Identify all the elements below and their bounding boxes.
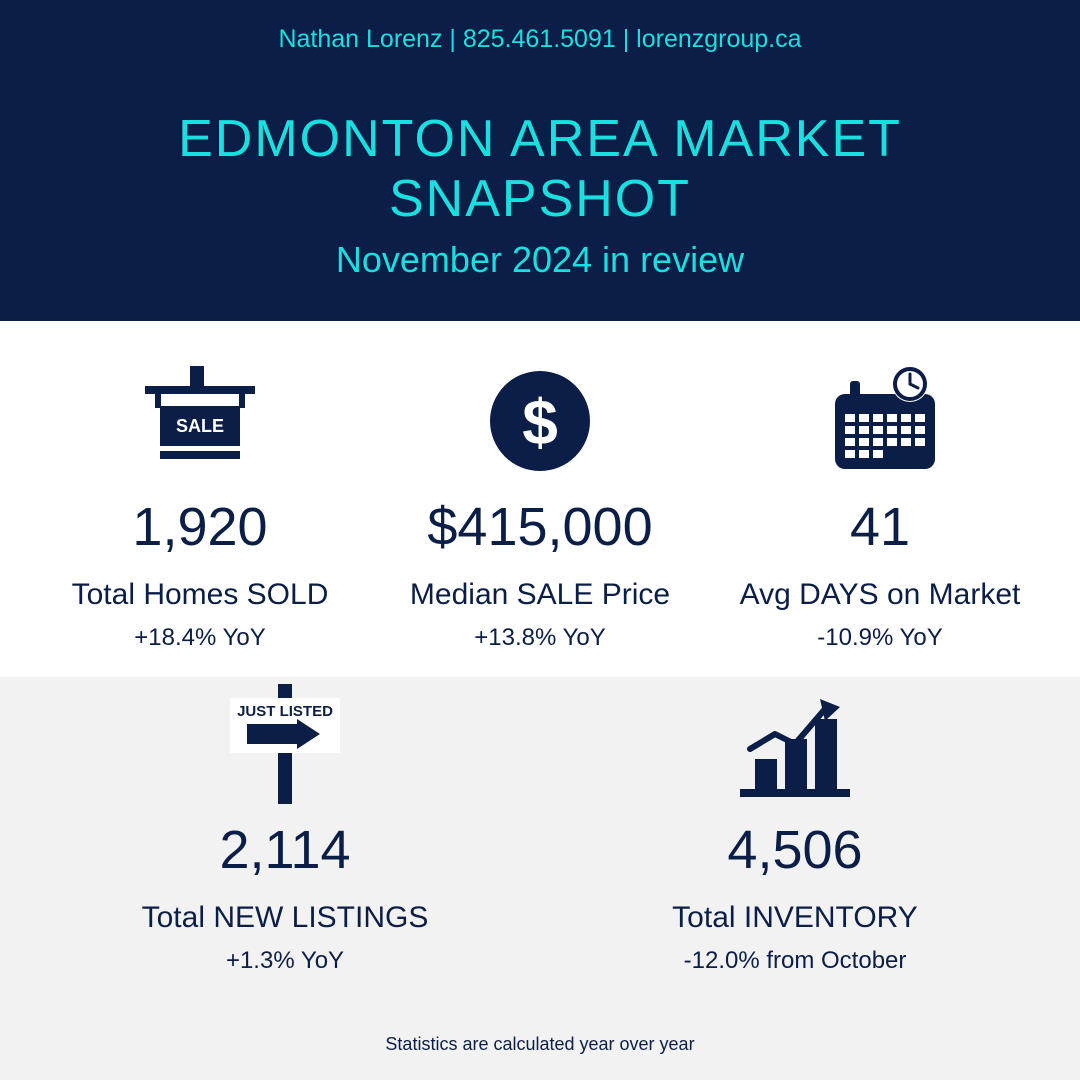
header: Nathan Lorenz | 825.461.5091 | lorenzgro… — [0, 0, 1080, 321]
stat-value: 1,920 — [30, 496, 370, 558]
stat-label: Total Homes SOLD — [30, 578, 370, 612]
calendar-clock-icon — [710, 366, 1050, 476]
top-stats-row: SALE 1,920 Total Homes SOLD +18.4% YoY $… — [0, 321, 1080, 677]
svg-text:SALE: SALE — [176, 416, 224, 436]
growth-chart-icon — [540, 689, 1050, 799]
stat-change: -10.9% YoY — [710, 624, 1050, 652]
stat-label: Avg DAYS on Market — [710, 578, 1050, 612]
page-title: EDMONTON AREA MARKET SNAPSHOT — [30, 109, 1050, 229]
page-subtitle: November 2024 in review — [30, 239, 1050, 281]
stat-value: 41 — [710, 496, 1050, 558]
stat-change: +18.4% YoY — [30, 624, 370, 652]
stat-homes-sold: SALE 1,920 Total Homes SOLD +18.4% YoY — [30, 366, 370, 652]
stat-inventory: 4,506 Total INVENTORY -12.0% from Octobe… — [540, 689, 1050, 975]
stat-label: Total INVENTORY — [540, 901, 1050, 935]
stat-change: +13.8% YoY — [370, 624, 710, 652]
dollar-icon: $ — [370, 366, 710, 476]
svg-text:$: $ — [522, 386, 558, 458]
stat-change: +1.3% YoY — [30, 947, 540, 975]
stat-value: 4,506 — [540, 819, 1050, 881]
bottom-stats-row: JUST LISTED 2,114 Total NEW LISTINGS +1.… — [0, 677, 1080, 1034]
stat-value: $415,000 — [370, 496, 710, 558]
infographic-page: Nathan Lorenz | 825.461.5091 | lorenzgro… — [0, 0, 1080, 1080]
footer-note: Statistics are calculated year over year — [0, 1034, 1080, 1080]
svg-text:JUST LISTED: JUST LISTED — [237, 703, 333, 720]
just-listed-icon: JUST LISTED — [30, 689, 540, 799]
sale-sign-icon: SALE — [30, 366, 370, 476]
stat-change: -12.0% from October — [540, 947, 1050, 975]
contact-line: Nathan Lorenz | 825.461.5091 | lorenzgro… — [30, 25, 1050, 54]
stat-label: Median SALE Price — [370, 578, 710, 612]
stat-median-price: $ $415,000 Median SALE Price +13.8% YoY — [370, 366, 710, 652]
stat-days-on-market: 41 Avg DAYS on Market -10.9% YoY — [710, 366, 1050, 652]
stat-label: Total NEW LISTINGS — [30, 901, 540, 935]
stat-new-listings: JUST LISTED 2,114 Total NEW LISTINGS +1.… — [30, 689, 540, 975]
stat-value: 2,114 — [30, 819, 540, 881]
